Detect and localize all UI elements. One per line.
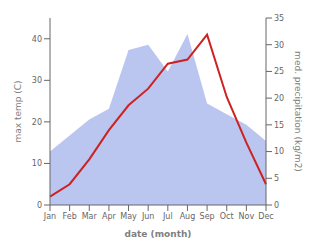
svg-text:med. precipitation (kg/m2): med. precipitation (kg/m2) [293, 51, 303, 172]
svg-text:20: 20 [32, 118, 42, 127]
svg-text:Apr: Apr [102, 212, 117, 221]
svg-text:Feb: Feb [63, 212, 77, 221]
svg-text:30: 30 [274, 41, 284, 50]
svg-text:0: 0 [37, 201, 42, 210]
svg-text:Sep: Sep [200, 212, 215, 221]
svg-text:max temp (C): max temp (C) [13, 80, 23, 142]
svg-text:Jan: Jan [43, 212, 56, 221]
svg-text:30: 30 [32, 76, 42, 85]
svg-text:35: 35 [274, 14, 284, 23]
svg-text:40: 40 [32, 35, 42, 44]
svg-text:25: 25 [274, 67, 284, 76]
svg-text:May: May [120, 212, 137, 221]
svg-text:Jul: Jul [162, 212, 173, 221]
svg-text:date (month): date (month) [125, 229, 192, 239]
svg-text:5: 5 [274, 174, 279, 183]
svg-text:Mar: Mar [82, 212, 98, 221]
svg-text:10: 10 [274, 147, 284, 156]
svg-text:Dec: Dec [258, 212, 273, 221]
svg-text:Jun: Jun [141, 212, 155, 221]
svg-text:Aug: Aug [180, 212, 196, 221]
svg-text:Nov: Nov [239, 212, 255, 221]
svg-text:20: 20 [274, 94, 284, 103]
svg-text:15: 15 [274, 121, 284, 130]
svg-text:10: 10 [32, 159, 42, 168]
svg-text:0: 0 [274, 201, 279, 210]
svg-text:Oct: Oct [220, 212, 234, 221]
